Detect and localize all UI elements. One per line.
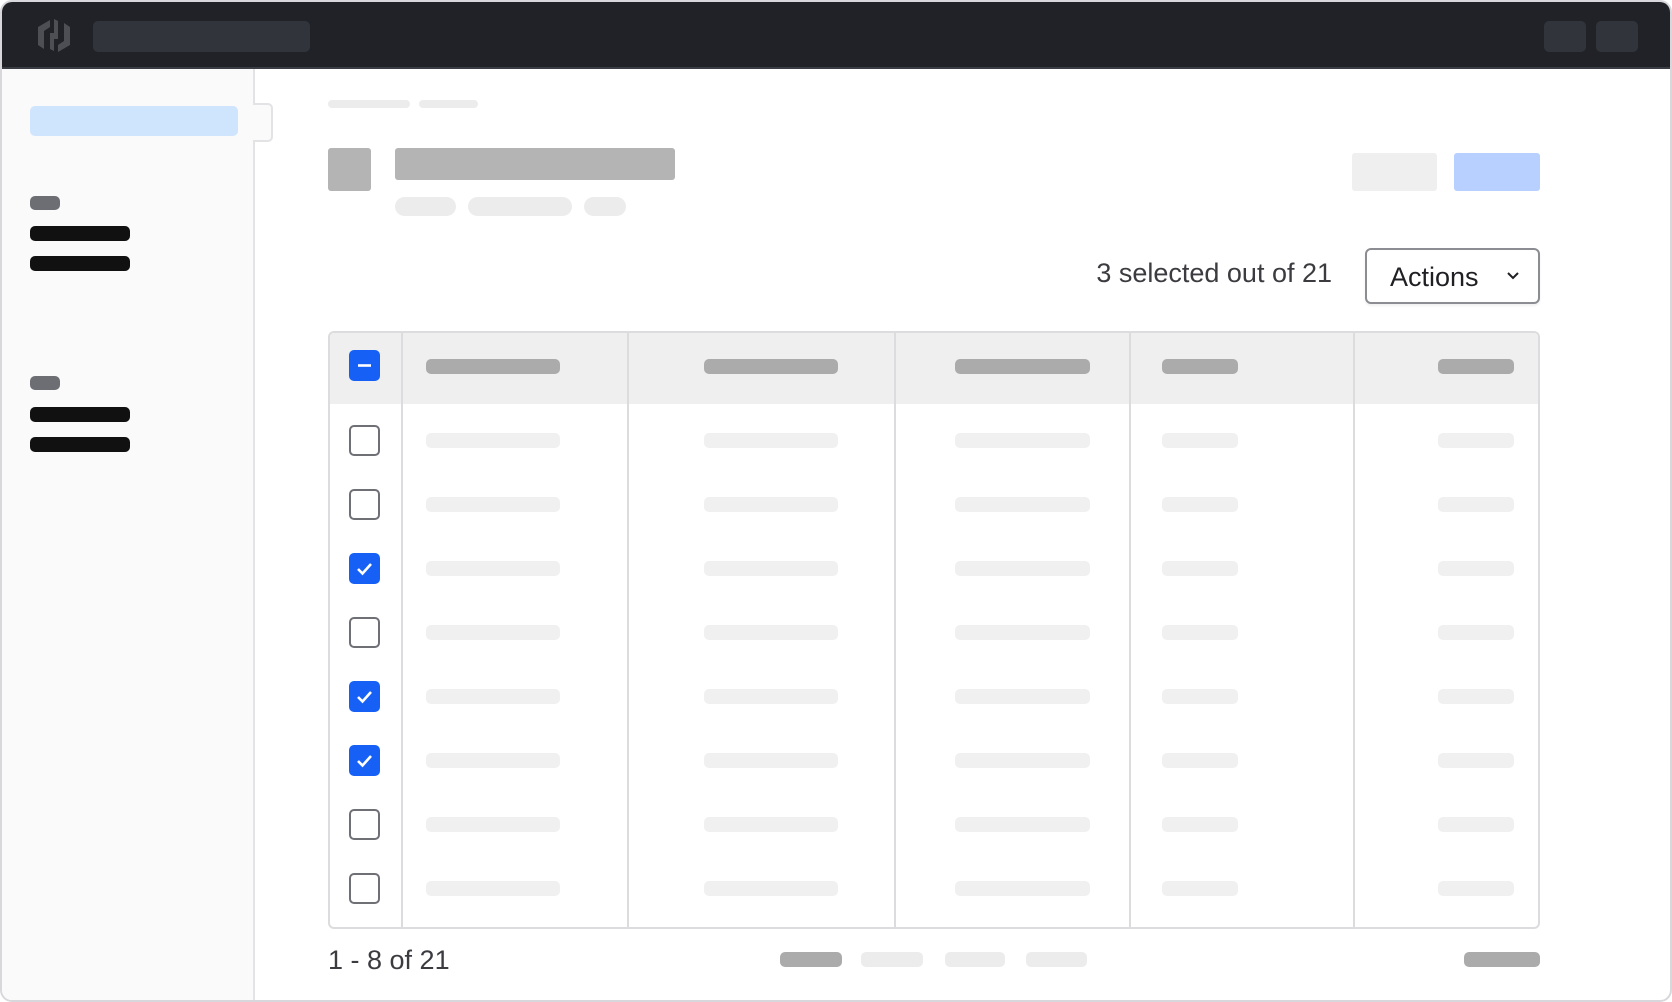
- sidebar-item[interactable]: [30, 226, 130, 241]
- table-cell: [1162, 689, 1238, 704]
- table-cell: [955, 753, 1090, 768]
- table-cell: [1438, 753, 1514, 768]
- table-cell: [704, 753, 838, 768]
- table-cell: [1162, 497, 1238, 512]
- actions-label: Actions: [1390, 262, 1479, 292]
- table-cell: [426, 625, 560, 640]
- table-cell: [1438, 817, 1514, 832]
- sidebar-item[interactable]: [30, 256, 130, 271]
- sidebar-collapse-toggle[interactable]: [253, 103, 273, 142]
- page-icon: [328, 148, 371, 191]
- row-checkbox[interactable]: [349, 873, 380, 904]
- table-cell: [955, 881, 1090, 896]
- column-header[interactable]: [1438, 359, 1514, 374]
- user-menu-placeholder[interactable]: [1596, 21, 1638, 52]
- table-cell: [1162, 625, 1238, 640]
- table-cell: [955, 561, 1090, 576]
- table-cell: [955, 689, 1090, 704]
- sidebar: [2, 69, 255, 1000]
- page-size-selector[interactable]: [1464, 952, 1540, 967]
- table-cell: [955, 625, 1090, 640]
- column-header[interactable]: [426, 359, 560, 374]
- page-tag: [395, 197, 456, 216]
- sidebar-section-label: [30, 376, 60, 390]
- help-button-placeholder[interactable]: [1544, 21, 1586, 52]
- table-cell: [704, 881, 838, 896]
- breadcrumb-item[interactable]: [419, 100, 478, 108]
- sidebar-item[interactable]: [30, 437, 130, 452]
- table-cell: [426, 497, 560, 512]
- table-cell: [704, 817, 838, 832]
- row-checkbox[interactable]: [349, 425, 380, 456]
- table-cell: [704, 433, 838, 448]
- pagination-page[interactable]: [861, 952, 923, 967]
- row-checkbox[interactable]: [349, 617, 380, 648]
- row-checkbox[interactable]: [349, 809, 380, 840]
- hashicorp-logo-icon[interactable]: [36, 18, 72, 54]
- table-cell: [1438, 561, 1514, 576]
- table-cell: [1438, 689, 1514, 704]
- table-cell: [955, 817, 1090, 832]
- top-bar: [2, 2, 1670, 69]
- table-cell: [426, 817, 560, 832]
- table-cell: [1162, 561, 1238, 576]
- actions-dropdown[interactable]: Actions: [1365, 248, 1540, 304]
- check-icon: [357, 563, 372, 576]
- table-cell: [1438, 881, 1514, 896]
- table-cell: [955, 497, 1090, 512]
- column-header[interactable]: [955, 359, 1090, 374]
- table-cell: [1162, 881, 1238, 896]
- row-checkbox[interactable]: [349, 681, 380, 712]
- sidebar-item[interactable]: [30, 407, 130, 422]
- pagination-page[interactable]: [1026, 952, 1087, 967]
- table-cell: [1162, 817, 1238, 832]
- check-icon: [357, 755, 372, 768]
- select-all-checkbox[interactable]: [349, 350, 380, 381]
- page-tag: [584, 197, 626, 216]
- table-cell: [704, 689, 838, 704]
- table-cell: [426, 433, 560, 448]
- page-tag: [468, 197, 572, 216]
- secondary-button[interactable]: [1352, 153, 1437, 191]
- chevron-down-icon: [1507, 272, 1519, 280]
- table-cell: [1162, 433, 1238, 448]
- table-cell: [704, 625, 838, 640]
- column-header[interactable]: [1162, 359, 1238, 374]
- selection-summary: 3 selected out of 21: [1096, 258, 1332, 288]
- table-cell: [1438, 625, 1514, 640]
- sidebar-section-label: [30, 196, 60, 210]
- row-checkbox[interactable]: [349, 489, 380, 520]
- sidebar-item-active[interactable]: [30, 106, 238, 136]
- table-cell: [1438, 433, 1514, 448]
- check-icon: [357, 691, 372, 704]
- table-cell: [955, 433, 1090, 448]
- page-title: [395, 148, 675, 180]
- table-cell: [1162, 753, 1238, 768]
- table-cell: [1438, 497, 1514, 512]
- table-cell: [426, 881, 560, 896]
- pagination-page[interactable]: [945, 952, 1005, 967]
- minus-icon: [358, 364, 371, 367]
- table-cell: [426, 561, 560, 576]
- breadcrumb-item[interactable]: [328, 100, 410, 108]
- row-checkbox[interactable]: [349, 553, 380, 584]
- pagination-range: 1 - 8 of 21: [328, 945, 450, 975]
- table-cell: [704, 497, 838, 512]
- row-checkbox[interactable]: [349, 745, 380, 776]
- primary-button[interactable]: [1454, 153, 1540, 191]
- table-cell: [426, 689, 560, 704]
- table-cell: [426, 753, 560, 768]
- org-switcher-placeholder[interactable]: [93, 21, 310, 52]
- table-cell: [704, 561, 838, 576]
- pagination-page[interactable]: [780, 952, 842, 967]
- column-header[interactable]: [704, 359, 838, 374]
